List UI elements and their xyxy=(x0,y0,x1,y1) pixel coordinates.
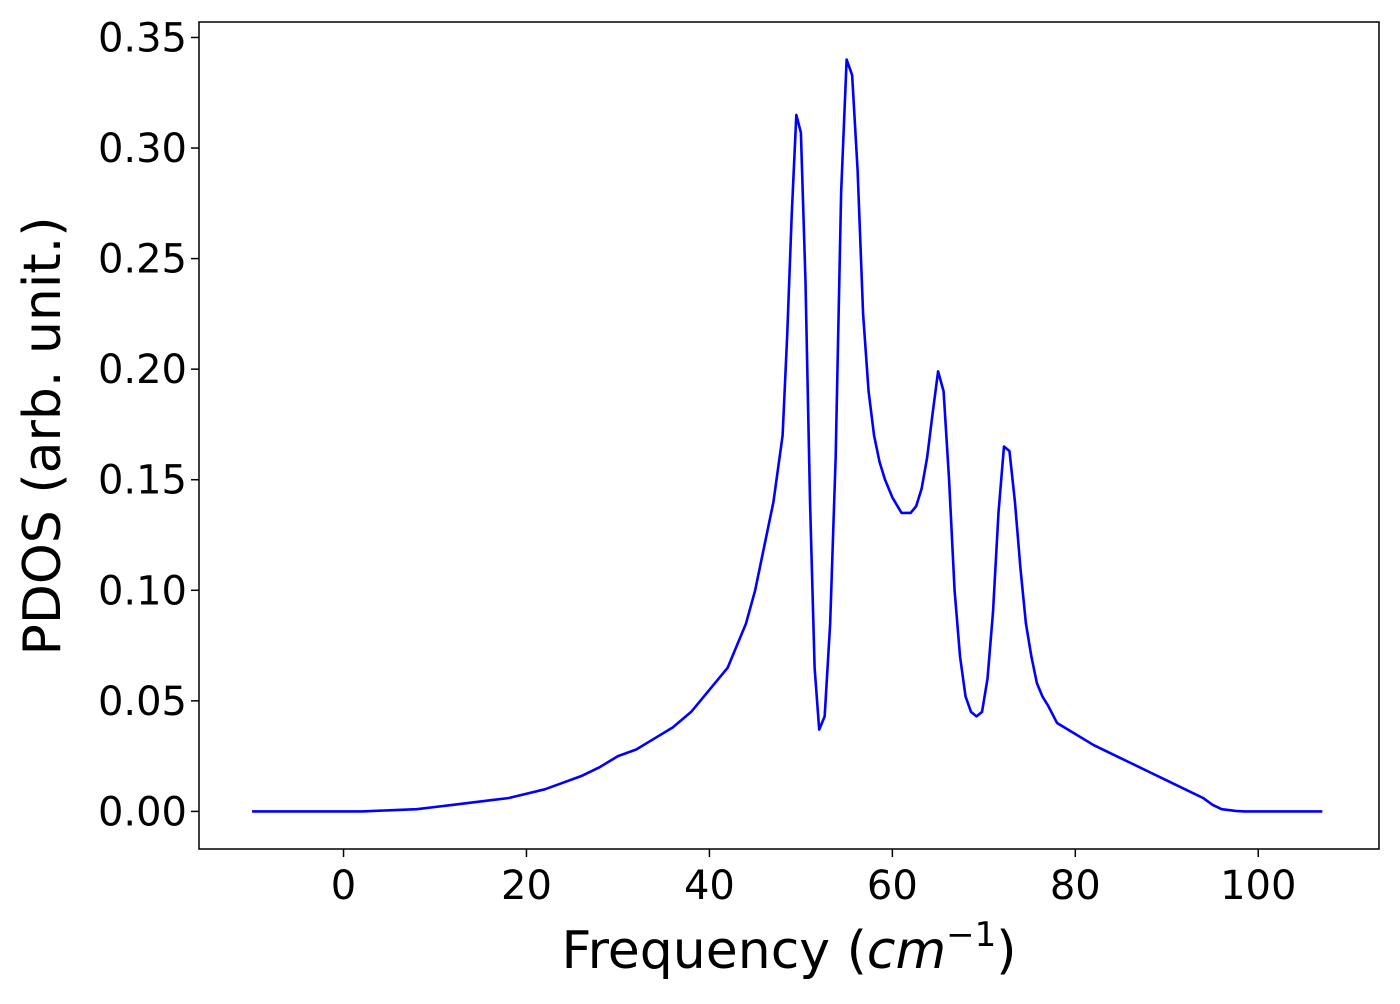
y-tick-label: 0.00 xyxy=(98,789,187,835)
x-axis-ticks: 0 20 40 60 80 100 xyxy=(331,849,1296,909)
y-tick-label: 0.10 xyxy=(98,568,187,614)
series-layer xyxy=(252,58,1323,813)
x-tick-label: 100 xyxy=(1220,863,1296,909)
x-tick-label: 0 xyxy=(331,863,356,909)
x-tick-label: 20 xyxy=(501,863,552,909)
y-tick-label: 0.05 xyxy=(98,679,187,725)
x-axis-label-suffix: ) xyxy=(996,921,1016,981)
x-axis-label: Frequency (cm−1) xyxy=(561,915,1016,981)
x-axis-label-prefix: Frequency ( xyxy=(561,921,866,981)
y-axis-label: PDOS (arb. unit.) xyxy=(13,216,73,655)
x-axis-label-math: cm xyxy=(867,921,946,981)
y-axis-ticks: 0.00 0.05 0.10 0.15 0.20 0.25 0.30 0.35 xyxy=(98,15,199,835)
pdos-series-line xyxy=(252,58,1323,813)
x-tick-label: 80 xyxy=(1050,863,1101,909)
y-tick-label: 0.35 xyxy=(98,15,187,61)
plot-frame xyxy=(198,21,1380,850)
x-tick-label: 40 xyxy=(684,863,735,909)
plot-background xyxy=(199,22,1379,849)
y-tick-label: 0.20 xyxy=(98,347,187,393)
x-axis-label-sup: −1 xyxy=(946,915,996,955)
y-tick-label: 0.25 xyxy=(98,237,187,283)
y-tick-label: 0.30 xyxy=(98,126,187,172)
x-tick-label: 60 xyxy=(867,863,918,909)
y-tick-label: 0.15 xyxy=(98,458,187,504)
